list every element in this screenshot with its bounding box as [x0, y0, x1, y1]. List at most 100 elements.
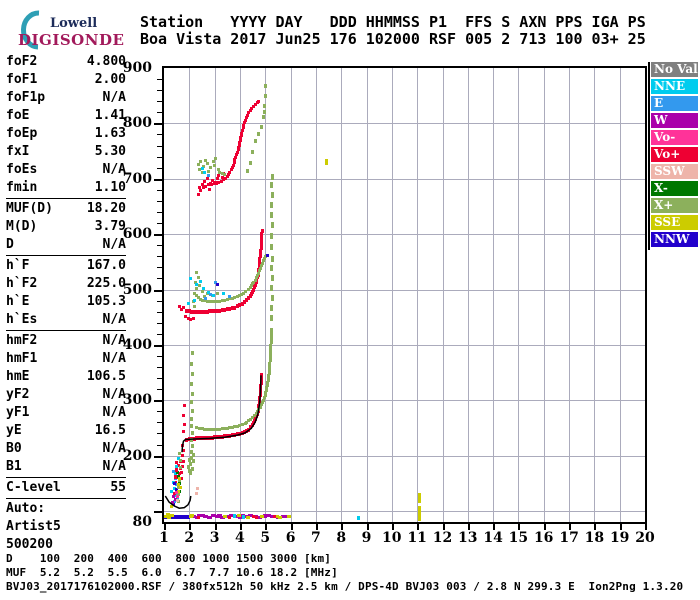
param-row-clevel: C-level 55: [6, 479, 126, 497]
y-axis-major-tick: [154, 234, 162, 237]
param-value: 1.63: [94, 126, 126, 141]
param-label: MUF(D): [6, 201, 53, 216]
param-separator: [6, 198, 126, 199]
gridline-vertical: [417, 68, 419, 522]
param-value: 225.0: [86, 276, 126, 291]
logo-text-lowell: Lowell: [50, 16, 98, 31]
x-axis-tick: [543, 524, 546, 530]
legend-item-vo+: Vo+: [651, 147, 698, 162]
y-axis-major-tick: [154, 455, 162, 458]
gridline-horizontal: [164, 455, 645, 457]
y-axis-minor-tick: [157, 212, 162, 213]
param-row-md: M(D) 3.79: [6, 218, 126, 236]
param-row-foe: foE 1.41: [6, 107, 126, 125]
param-value: N/A: [102, 237, 126, 252]
param-value: 167.0: [86, 258, 126, 273]
param-row-fof1p: foF1p N/A: [6, 89, 126, 107]
param-value: N/A: [102, 351, 126, 366]
y-axis-minor-tick: [157, 101, 162, 103]
parameter-panel: foF2 4.800 foF1 2.00 foF1p N/A foE 1.41 foEp 1.63…: [6, 53, 126, 554]
x-axis-label: 17: [559, 530, 579, 546]
param-value: 3.79: [94, 219, 126, 234]
param-value: 5.30: [94, 144, 126, 159]
y-axis-minor-tick: [157, 444, 162, 446]
x-axis-tick: [391, 524, 394, 530]
y-axis-minor-tick: [157, 322, 162, 324]
distance-row: D 100 200 400 600 800 1000 1500 3000 [km…: [6, 552, 332, 565]
param-value: 18.20: [86, 201, 126, 216]
param-row-d: D N/A: [6, 236, 126, 254]
y-axis-minor-tick: [157, 355, 162, 357]
x-axis-tick: [645, 524, 647, 530]
x-axis-label: 15: [508, 530, 529, 546]
y-axis-major-tick: [154, 178, 162, 181]
param-label: yF2: [6, 387, 30, 402]
gridline-horizontal: [164, 178, 645, 180]
param-row-ye: yE 16.5: [6, 422, 126, 440]
param-row-yf2: yF2 N/A: [6, 386, 126, 404]
x-axis-tick: [518, 524, 521, 530]
param-value: 1.10: [94, 180, 126, 195]
param-row-hmf1: hmF1 N/A: [6, 350, 126, 368]
gridline-vertical: [543, 68, 545, 522]
legend-divider-line: [648, 62, 650, 250]
x-axis-label: 7: [311, 530, 321, 546]
param-value: N/A: [102, 459, 126, 474]
station-header: Station YYYY DAY DDD HHMMSS P1 FFS S AXN…: [140, 14, 646, 48]
param-label: h`E: [6, 294, 30, 309]
muf-row: MUF 5.2 5.2 5.5 6.0 6.7 7.7 10.6 18.2 [M…: [6, 566, 338, 579]
param-label: hmE: [6, 369, 30, 384]
param-row-yf1: yF1 N/A: [6, 404, 126, 422]
gridline-horizontal: [164, 123, 645, 125]
y-axis-label: 80: [132, 514, 152, 530]
param-row-fmin: fmin 1.10: [6, 179, 126, 197]
x-axis-label: 1: [159, 530, 169, 546]
x-axis-label: 2: [184, 530, 195, 546]
y-axis-minor-tick: [157, 145, 162, 147]
param-label: B1: [6, 459, 22, 474]
gridline-vertical: [493, 68, 495, 522]
param-value: 105.3: [86, 294, 126, 309]
legend-item-nne: NNE: [651, 79, 698, 94]
gridline-vertical: [467, 68, 469, 522]
header-column-titles: Station YYYY DAY DDD HHMMSS P1 FFS S AXN…: [140, 13, 646, 31]
param-row-hme: hmE 106.5: [6, 368, 126, 386]
gridline-vertical: [442, 68, 444, 522]
y-axis-minor-tick: [157, 367, 162, 368]
y-axis-label: 600: [122, 226, 152, 243]
y-axis-minor-tick: [157, 167, 162, 169]
param-row-he: h`E 105.3: [6, 293, 126, 311]
x-axis-tick: [417, 524, 420, 530]
param-row-fxi: fxI 5.30: [6, 143, 126, 161]
param-row-mufd: MUF(D) 18.20: [6, 200, 126, 218]
legend-item-ssw: SSW: [651, 164, 698, 179]
x-axis-label: 11: [407, 530, 427, 546]
param-value: 106.5: [86, 369, 126, 384]
param-row-b0: B0 N/A: [6, 440, 126, 458]
param-label: hmF2: [6, 333, 38, 348]
gridline-horizontal: [164, 400, 645, 402]
gridline-vertical: [391, 68, 393, 522]
y-axis-minor-tick: [157, 477, 162, 479]
param-row-fof2: foF2 4.800: [6, 53, 126, 71]
x-axis-label: 19: [609, 530, 630, 546]
param-label: foEp: [6, 126, 38, 141]
param-value: 16.5: [94, 423, 126, 438]
logo-arc-icon: [21, 10, 40, 50]
x-axis-label: 4: [235, 530, 245, 546]
x-axis-label: 10: [382, 530, 402, 546]
y-axis-minor-tick: [157, 79, 162, 81]
legend-item-x+: X+: [651, 198, 698, 213]
legend-item-x-: X-: [651, 181, 698, 196]
param-row-hf2: h`F2 225.0: [6, 275, 126, 293]
legend-item-vo-: Vo-: [651, 130, 698, 145]
x-axis-tick: [341, 524, 344, 530]
param-value: 2.00: [94, 72, 126, 87]
x-axis-label: 18: [584, 530, 605, 546]
param-label: h`F2: [6, 276, 38, 291]
y-axis-label: 300: [122, 392, 152, 409]
param-separator: [6, 330, 126, 331]
legend-item-sse: SSE: [651, 215, 698, 230]
y-axis-minor-tick: [157, 112, 162, 114]
